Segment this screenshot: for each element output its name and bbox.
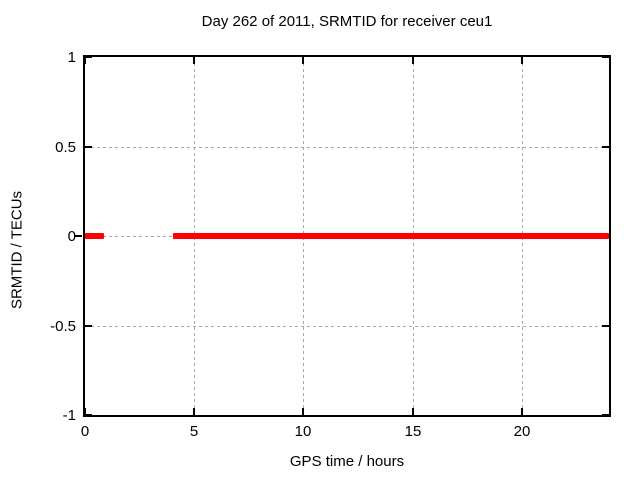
x-tick-top-5 xyxy=(193,57,195,64)
x-tick-label-15: 15 xyxy=(404,423,422,440)
y-tick-label-0: 0 xyxy=(67,228,76,245)
x-tick-bottom-10 xyxy=(302,408,304,415)
plot-area xyxy=(83,55,611,417)
x-tick-label-10: 10 xyxy=(294,423,312,440)
y-tick-right--1 xyxy=(602,414,609,416)
y-tick-right-1 xyxy=(602,56,609,58)
y-zero-outer-tick-mark xyxy=(74,235,82,237)
y-tick-label--0.5: -0.5 xyxy=(50,318,76,335)
y-tick-label--1: -1 xyxy=(62,407,76,424)
x-tick-top-20 xyxy=(521,57,523,64)
y-tick-right--0.5 xyxy=(602,325,609,327)
x-tick-label-20: 20 xyxy=(513,423,531,440)
x-tick-top-0 xyxy=(84,57,86,64)
x-tick-bottom-0 xyxy=(84,408,86,415)
gridline-y--0.5 xyxy=(85,326,609,327)
x-tick-bottom-20 xyxy=(521,408,523,415)
y-tick-left-0.5 xyxy=(85,146,92,148)
x-tick-bottom-5 xyxy=(193,408,195,415)
y-tick-left-1 xyxy=(85,56,92,58)
series-SRMTID-segment-0 xyxy=(85,233,104,239)
y-tick-left--0.5 xyxy=(85,325,92,327)
y-tick-label-1: 1 xyxy=(67,49,76,66)
series-SRMTID-segment-1 xyxy=(173,233,609,239)
x-tick-top-10 xyxy=(302,57,304,64)
chart-title: Day 262 of 2011, SRMTID for receiver ceu… xyxy=(201,13,493,30)
gridline-y-0.5 xyxy=(85,147,609,148)
x-axis-label: GPS time / hours xyxy=(289,453,405,470)
y-tick-label-0.5: 0.5 xyxy=(55,139,76,156)
x-tick-top-15 xyxy=(412,57,414,64)
x-tick-bottom-15 xyxy=(412,408,414,415)
y-tick-right-0.5 xyxy=(602,146,609,148)
x-tick-label-0: 0 xyxy=(80,423,90,440)
y-tick-left--1 xyxy=(85,414,92,416)
x-tick-label-5: 5 xyxy=(189,423,199,440)
y-axis-label: SRMTID / TECUs xyxy=(8,190,26,310)
